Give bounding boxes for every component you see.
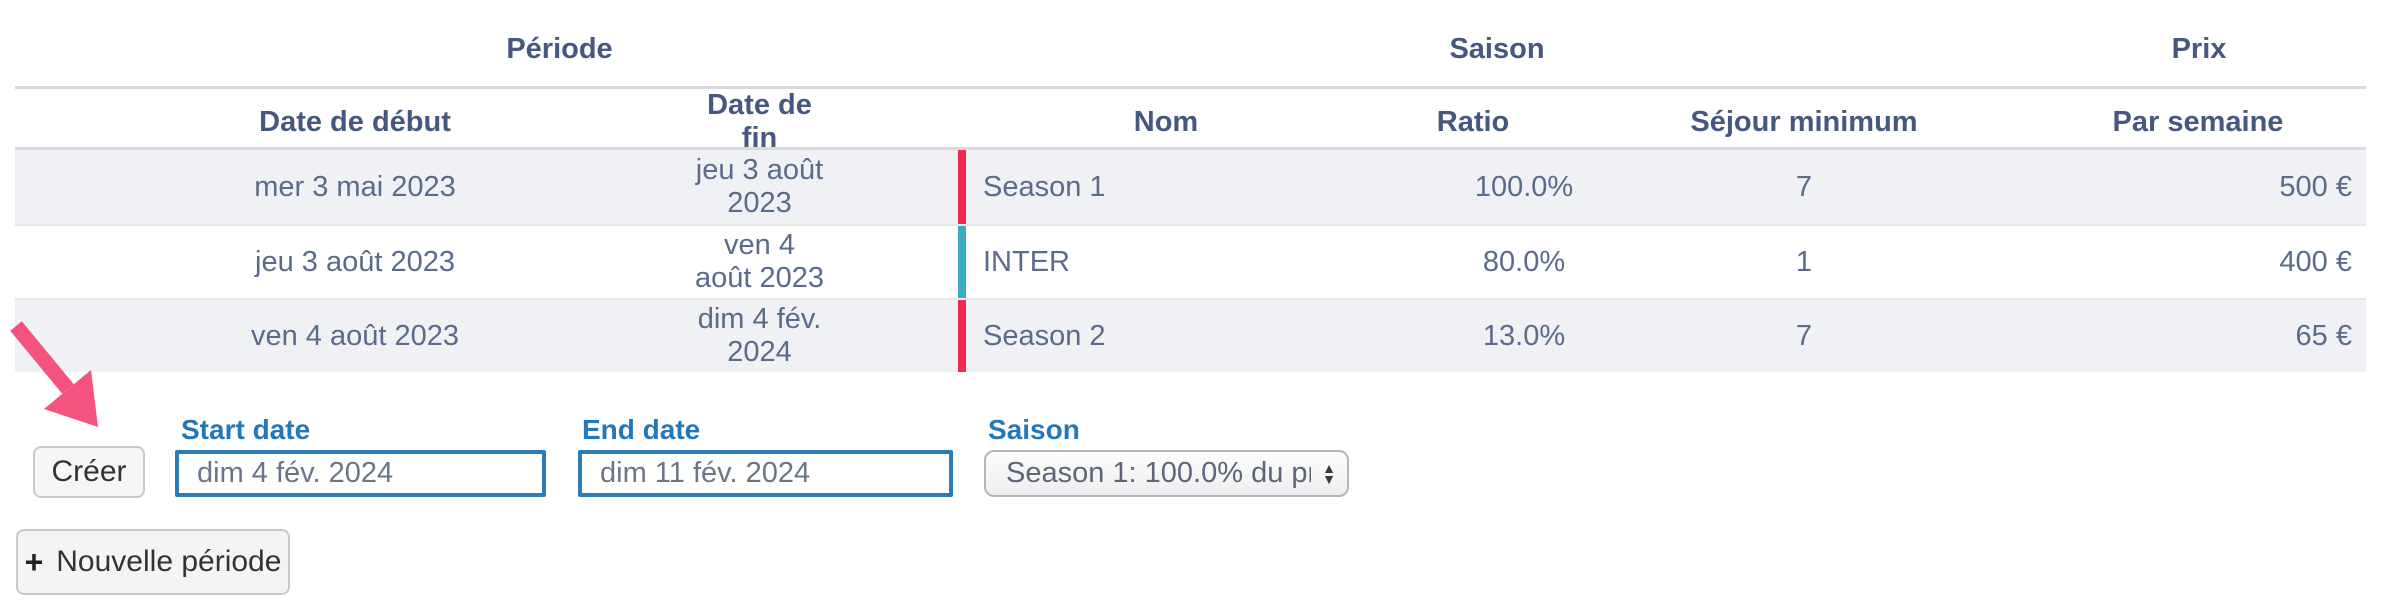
cell-ratio: 100.0% (1474, 170, 1574, 203)
start-date-input[interactable] (175, 450, 546, 497)
table-row[interactable]: ven 4 août 2023 dim 4 fév. 2024 Season 2… (15, 298, 2366, 372)
col-header-date-fin: Date de fin (707, 89, 812, 154)
create-button[interactable]: Créer (33, 446, 145, 498)
cell-price: 400 € (2279, 245, 2352, 278)
season-select[interactable]: Season 1: 100.0% du prix de ▲▼ (984, 450, 1349, 497)
col-header-ratio: Ratio (1436, 105, 1510, 138)
select-stepper-icon: ▲ ▼ (1322, 459, 1336, 487)
season-label: Saison (988, 414, 1080, 445)
cell-start-date: jeu 3 août 2023 (255, 245, 455, 278)
end-date-label: End date (582, 414, 701, 445)
cell-start-date: mer 3 mai 2023 (254, 170, 456, 203)
cell-price: 65 € (2295, 319, 2352, 352)
cell-min-stay: 7 (1795, 319, 1813, 352)
col-header-nom: Nom (1133, 105, 1199, 138)
table-column-header-row: Date de début Date de fin Nom Ratio Séjo… (15, 86, 2366, 154)
table-row[interactable]: mer 3 mai 2023 jeu 3 août 2023 Season 1 … (15, 150, 2366, 224)
cell-min-stay: 7 (1795, 170, 1813, 203)
cell-ratio: 80.0% (1482, 245, 1566, 278)
new-period-button[interactable]: + Nouvelle période (16, 529, 290, 595)
col-header-sejour-minimum: Séjour minimum (1690, 105, 1918, 138)
start-date-label: Start date (181, 414, 311, 445)
cell-end-date: ven 4 août 2023 (695, 229, 825, 294)
cell-season-name: Season 2 (958, 300, 1374, 372)
plus-icon: + (24, 543, 44, 580)
table-group-header-row: Période Saison Prix (15, 0, 2366, 86)
group-header-saison: Saison (1449, 32, 1545, 65)
group-header-periode: Période (506, 32, 613, 65)
cell-min-stay: 1 (1795, 245, 1813, 278)
col-header-par-semaine: Par semaine (2112, 105, 2284, 138)
new-period-button-label: Nouvelle période (56, 545, 282, 578)
cell-end-date: jeu 3 août 2023 (695, 154, 824, 219)
cell-season-name: INTER (958, 226, 1374, 298)
cell-start-date: ven 4 août 2023 (250, 319, 459, 352)
cell-season-name: Season 1 (958, 150, 1374, 224)
table-row[interactable]: jeu 3 août 2023 ven 4 août 2023 INTER 80… (15, 224, 2366, 298)
group-header-prix: Prix (2171, 32, 2227, 65)
periods-table: Période Saison Prix Date de début Date d… (15, 0, 2366, 372)
cell-ratio: 13.0% (1482, 319, 1566, 352)
col-header-date-debut: Date de début (259, 105, 451, 138)
cell-end-date: dim 4 fév. 2024 (697, 303, 822, 368)
end-date-input[interactable] (578, 450, 953, 497)
cell-price: 500 € (2279, 170, 2352, 203)
season-select-value: Season 1: 100.0% du prix de (1006, 457, 1311, 489)
